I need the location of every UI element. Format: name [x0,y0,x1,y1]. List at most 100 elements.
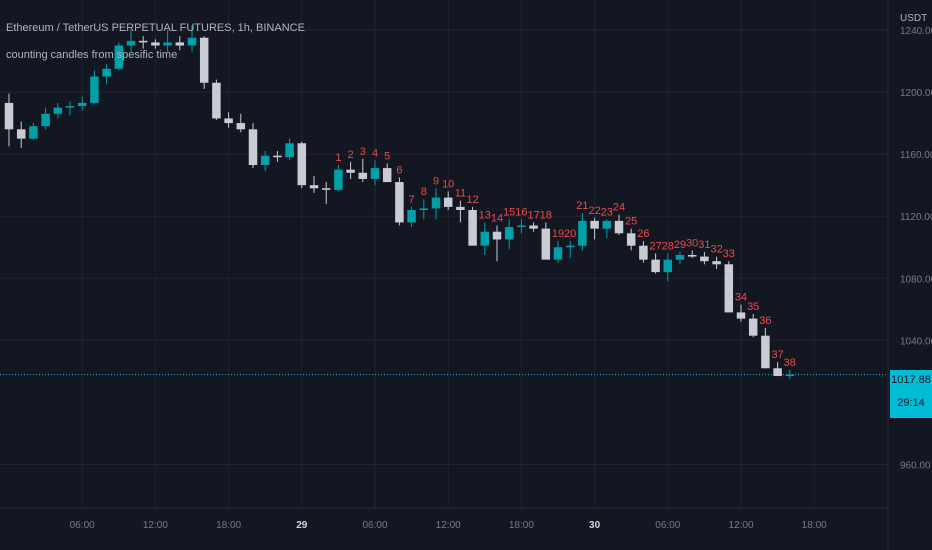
candle[interactable] [773,362,782,377]
candle-count-label: 3 [360,146,366,158]
candle[interactable] [236,113,246,133]
candle[interactable] [431,188,441,220]
current-price-badge: 1017.88 29:14 [890,370,932,418]
candle[interactable] [224,112,233,128]
candle[interactable] [736,304,746,322]
candle[interactable] [578,213,587,251]
candle[interactable] [456,200,465,223]
candle[interactable] [614,214,624,235]
candle[interactable] [419,199,429,220]
candle-count-label: 34 [735,292,747,304]
candle[interactable] [199,36,209,89]
candle[interactable] [102,64,111,85]
candle-body [309,185,319,189]
candle[interactable] [565,241,575,259]
candle[interactable] [504,219,514,249]
candle-body [785,374,795,377]
candle[interactable] [163,30,172,52]
symbol-title[interactable]: Ethereum / TetherUS PERPETUAL FUTURES, 1… [6,22,305,34]
candle-body [370,168,380,179]
candle[interactable] [724,261,734,313]
candle[interactable] [187,25,197,52]
candle[interactable] [395,177,404,226]
price-unit-label: USDT [900,13,928,24]
candle-count-label: 21 [576,200,588,212]
candle[interactable] [53,102,63,119]
candle[interactable] [712,256,721,269]
candle-body [761,335,770,369]
candle[interactable] [785,369,795,380]
candle-body [114,45,124,69]
candle-count-label: 35 [747,301,759,313]
candle-count-label: 28 [662,240,674,252]
candle[interactable] [370,160,380,186]
candle-body [736,312,746,319]
candle[interactable] [590,217,599,240]
candle[interactable] [29,123,38,141]
candle-body [748,318,758,336]
candle[interactable] [639,241,648,263]
candle[interactable] [748,313,758,338]
candle-count-label: 32 [710,244,722,256]
candle[interactable] [553,241,563,263]
candle[interactable] [4,93,14,147]
candle[interactable] [175,36,185,51]
time-tick-label: 12:00 [728,520,753,531]
candle[interactable] [480,222,490,255]
candle[interactable] [321,182,331,204]
candle-body [639,245,648,260]
candle[interactable] [77,96,87,111]
candle[interactable] [346,161,355,179]
candle-body [773,368,782,377]
candle[interactable] [651,253,660,274]
candle[interactable] [138,36,148,49]
price-tick-label: 1120.00 [900,212,932,223]
candle-body [700,256,709,262]
candle[interactable] [126,30,136,52]
candle[interactable] [212,79,221,120]
candle[interactable] [358,158,368,183]
candle[interactable] [309,175,319,193]
candle-count-label: 22 [588,205,600,217]
candle-body [102,68,111,77]
candle[interactable] [285,138,294,161]
candle-body [456,206,465,210]
candle[interactable] [90,70,99,105]
candle[interactable] [248,123,258,169]
candle[interactable] [675,251,685,265]
candle[interactable] [273,151,282,162]
candle[interactable] [541,222,551,260]
candle[interactable] [382,163,392,183]
candle[interactable] [602,219,612,238]
candle[interactable] [761,327,770,369]
candle-body [614,220,624,234]
candle-body [151,42,160,46]
candle[interactable] [663,253,673,282]
candle[interactable] [492,225,502,262]
candle-count-label: 9 [433,175,439,187]
candle[interactable] [687,250,697,259]
candle[interactable] [114,42,124,71]
candle[interactable] [41,107,50,130]
candle[interactable] [297,141,307,189]
indicator-name[interactable]: counting candles from spesific time [6,49,178,61]
candle-body [297,143,307,186]
candle-body [651,259,660,273]
candle[interactable] [334,165,343,192]
candle[interactable] [443,191,453,210]
candle-body [41,113,50,127]
candle[interactable] [260,151,270,172]
candle[interactable] [626,228,636,251]
candle[interactable] [529,222,538,232]
candle[interactable] [151,39,160,49]
candle[interactable] [700,251,709,265]
candle[interactable] [517,219,526,234]
candle[interactable] [65,101,75,116]
candle[interactable] [407,206,416,228]
candle-body [541,228,551,260]
candle[interactable] [16,121,26,148]
candle-count-label: 11 [455,188,466,200]
candle[interactable] [468,206,477,246]
